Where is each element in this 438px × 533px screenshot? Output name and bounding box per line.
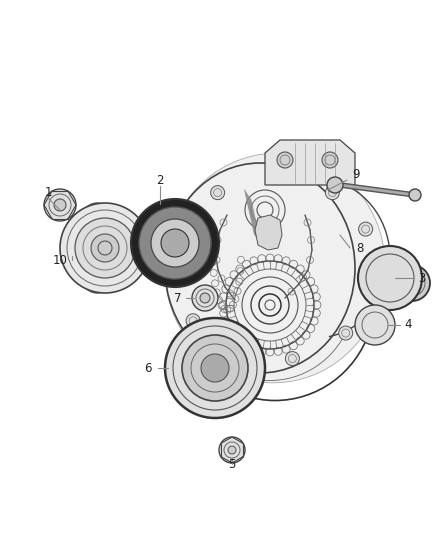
Circle shape bbox=[359, 222, 373, 236]
Circle shape bbox=[226, 344, 240, 358]
Circle shape bbox=[364, 285, 378, 299]
Circle shape bbox=[355, 305, 395, 345]
Circle shape bbox=[358, 246, 422, 310]
Ellipse shape bbox=[165, 153, 385, 383]
Circle shape bbox=[219, 437, 245, 463]
Circle shape bbox=[277, 152, 293, 168]
Text: 1: 1 bbox=[44, 185, 52, 198]
Circle shape bbox=[54, 199, 66, 211]
Circle shape bbox=[192, 285, 218, 311]
Circle shape bbox=[322, 152, 338, 168]
Circle shape bbox=[228, 446, 236, 454]
Text: 9: 9 bbox=[352, 168, 360, 182]
Text: 10: 10 bbox=[53, 254, 67, 266]
Polygon shape bbox=[255, 215, 282, 250]
Circle shape bbox=[131, 199, 219, 287]
Circle shape bbox=[44, 189, 76, 221]
Circle shape bbox=[394, 265, 430, 301]
Circle shape bbox=[182, 335, 248, 401]
Circle shape bbox=[409, 189, 421, 201]
Circle shape bbox=[186, 314, 200, 328]
Text: 2: 2 bbox=[156, 174, 164, 187]
Text: 6: 6 bbox=[144, 361, 152, 375]
Circle shape bbox=[151, 219, 199, 267]
Circle shape bbox=[286, 352, 299, 366]
Circle shape bbox=[139, 207, 211, 279]
Text: 7: 7 bbox=[174, 292, 182, 304]
Text: 3: 3 bbox=[418, 271, 426, 285]
Circle shape bbox=[339, 326, 353, 340]
Circle shape bbox=[60, 203, 150, 293]
Polygon shape bbox=[265, 140, 355, 185]
Ellipse shape bbox=[72, 203, 122, 293]
Circle shape bbox=[325, 185, 339, 200]
Circle shape bbox=[177, 222, 191, 236]
Circle shape bbox=[91, 234, 119, 262]
Circle shape bbox=[161, 229, 189, 257]
Circle shape bbox=[75, 218, 135, 278]
Circle shape bbox=[201, 354, 229, 382]
Text: 5: 5 bbox=[228, 457, 236, 471]
Circle shape bbox=[200, 293, 210, 303]
Circle shape bbox=[165, 318, 265, 418]
Circle shape bbox=[168, 269, 182, 283]
Circle shape bbox=[268, 169, 282, 183]
Text: 4: 4 bbox=[404, 319, 412, 332]
Text: 8: 8 bbox=[356, 241, 364, 254]
Circle shape bbox=[211, 185, 225, 200]
Circle shape bbox=[327, 177, 343, 193]
Ellipse shape bbox=[84, 223, 110, 273]
